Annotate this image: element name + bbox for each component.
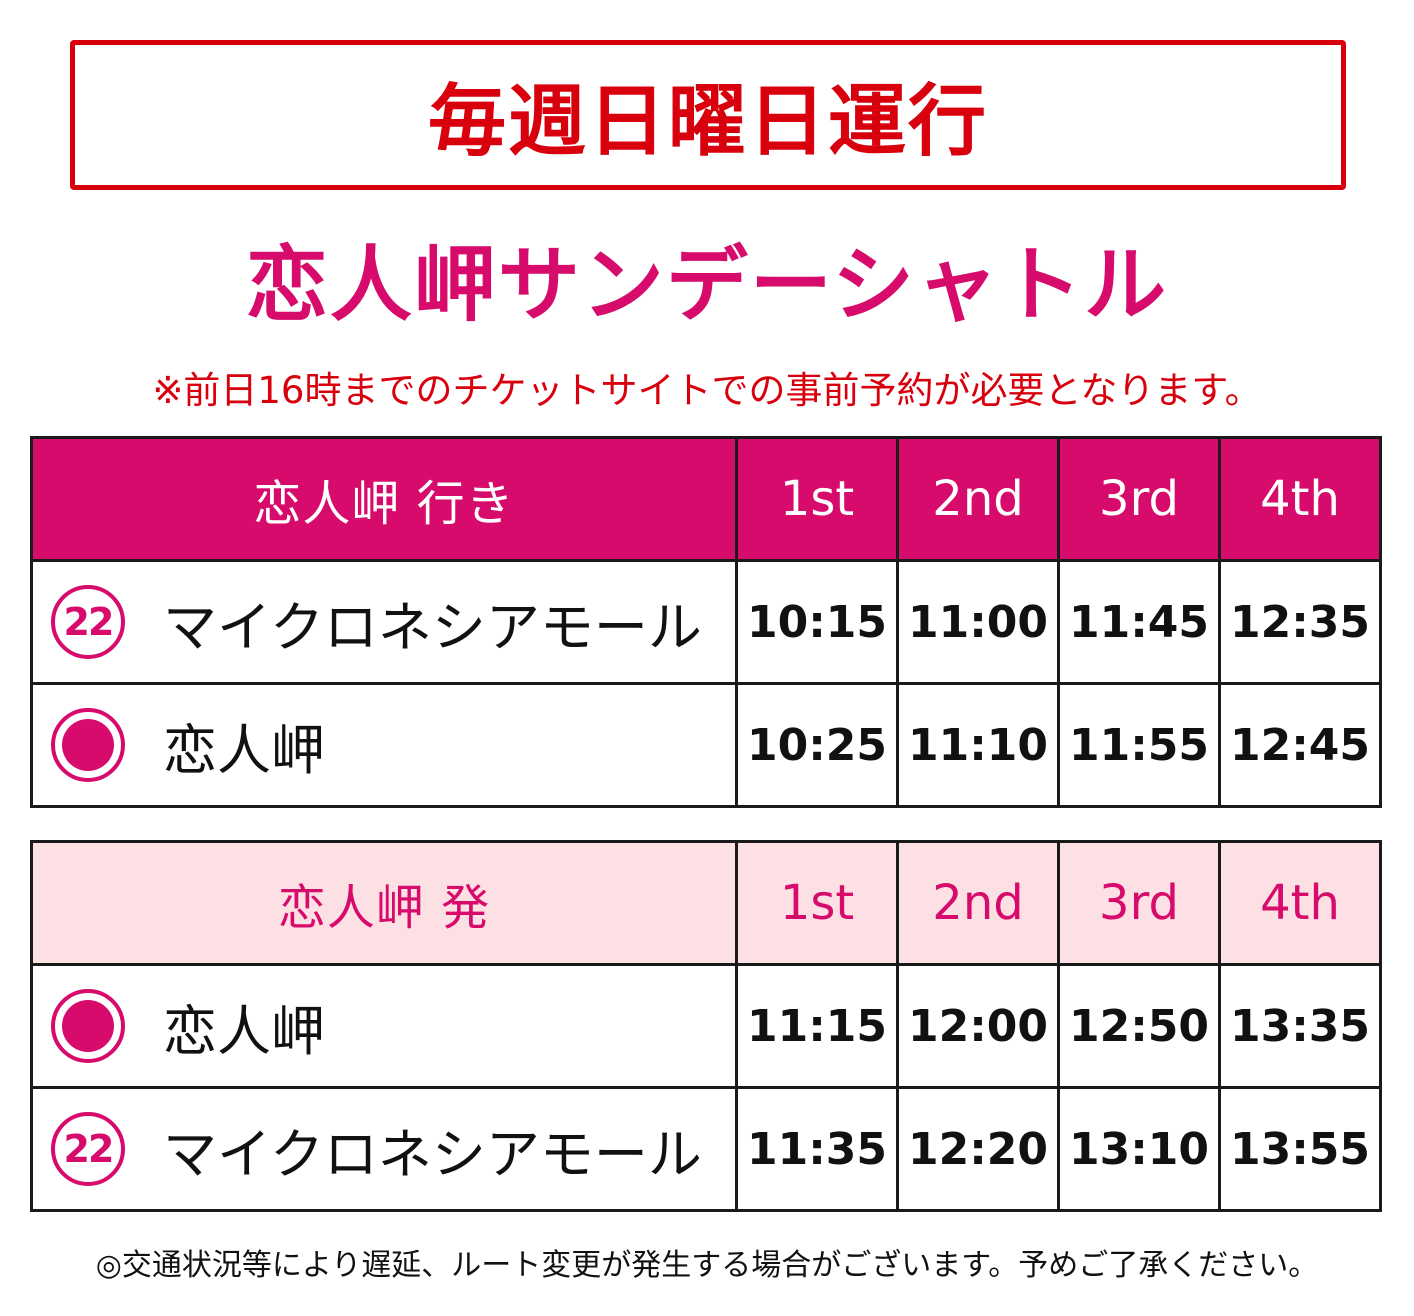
table-row: 恋人岬 10:25 11:10 11:55 12:45 (30, 682, 1382, 808)
departure-time: 11:15 (735, 963, 899, 1089)
run-header: 4th (1218, 840, 1382, 966)
departure-time: 12:00 (896, 963, 1060, 1089)
stop-cell: 22 マイクロネシアモール (30, 559, 738, 685)
departure-time: 11:45 (1057, 559, 1221, 685)
departure-time: 11:10 (896, 682, 1060, 808)
number-22-icon: 22 (51, 585, 125, 659)
stop-name: 恋人岬 (163, 718, 325, 782)
departure-time: 11:35 (735, 1086, 899, 1212)
departure-time: 10:25 (735, 682, 899, 808)
run-header: 1st (735, 840, 899, 966)
table-row: 22 マイクロネシアモール 11:35 12:20 13:10 13:55 (30, 1086, 1382, 1212)
reservation-notice: ※前日16時までのチケットサイトでの事前予約が必要となります。 (152, 369, 1262, 412)
table-row: 22 マイクロネシアモール 10:15 11:00 11:45 12:35 (30, 559, 1382, 685)
run-header: 1st (735, 436, 899, 562)
departure-time: 12:45 (1218, 682, 1382, 808)
stop-cell: 恋人岬 (30, 682, 738, 808)
departure-time: 11:55 (1057, 682, 1221, 808)
departure-time: 12:50 (1057, 963, 1221, 1089)
outbound-timetable: 恋人岬 行き 1st 2nd 3rd 4th 22 マイクロネシアモール 10:… (30, 436, 1382, 808)
dot-icon (51, 708, 125, 782)
run-header: 2nd (896, 436, 1060, 562)
stop-cell: 恋人岬 (30, 963, 738, 1089)
inbound-header-title: 恋人岬 発 (30, 840, 738, 966)
operation-days-banner: 毎週日曜日運行 (70, 40, 1346, 190)
run-header: 3rd (1057, 436, 1221, 562)
departure-time: 12:20 (896, 1086, 1060, 1212)
stop-name: マイクロネシアモール (163, 595, 702, 659)
stop-name: 恋人岬 (163, 999, 325, 1063)
departure-time: 11:00 (896, 559, 1060, 685)
outbound-header-title: 恋人岬 行き (30, 436, 738, 562)
stop-cell: 22 マイクロネシアモール (30, 1086, 738, 1212)
page-title: 恋人岬サンデーシャトル (245, 238, 1169, 333)
departure-time: 12:35 (1218, 559, 1382, 685)
departure-time: 13:55 (1218, 1086, 1382, 1212)
departure-time: 13:35 (1218, 963, 1382, 1089)
run-header: 4th (1218, 436, 1382, 562)
run-header: 2nd (896, 840, 1060, 966)
footer-note: ◎交通状況等により遅延、ルート変更が発生する場合がございます。予めご了承ください… (95, 1248, 1319, 1283)
number-22-icon: 22 (51, 1112, 125, 1186)
banner-text: 毎週日曜日運行 (427, 77, 988, 167)
departure-time: 10:15 (735, 559, 899, 685)
run-header: 3rd (1057, 840, 1221, 966)
stop-name: マイクロネシアモール (163, 1122, 702, 1186)
departure-time: 13:10 (1057, 1086, 1221, 1212)
inbound-timetable: 恋人岬 発 1st 2nd 3rd 4th 恋人岬 11:15 12:00 12… (30, 840, 1382, 1212)
table-row: 恋人岬 11:15 12:00 12:50 13:35 (30, 963, 1382, 1089)
dot-icon (51, 989, 125, 1063)
outbound-header-row: 恋人岬 行き 1st 2nd 3rd 4th (30, 436, 1382, 562)
inbound-header-row: 恋人岬 発 1st 2nd 3rd 4th (30, 840, 1382, 966)
